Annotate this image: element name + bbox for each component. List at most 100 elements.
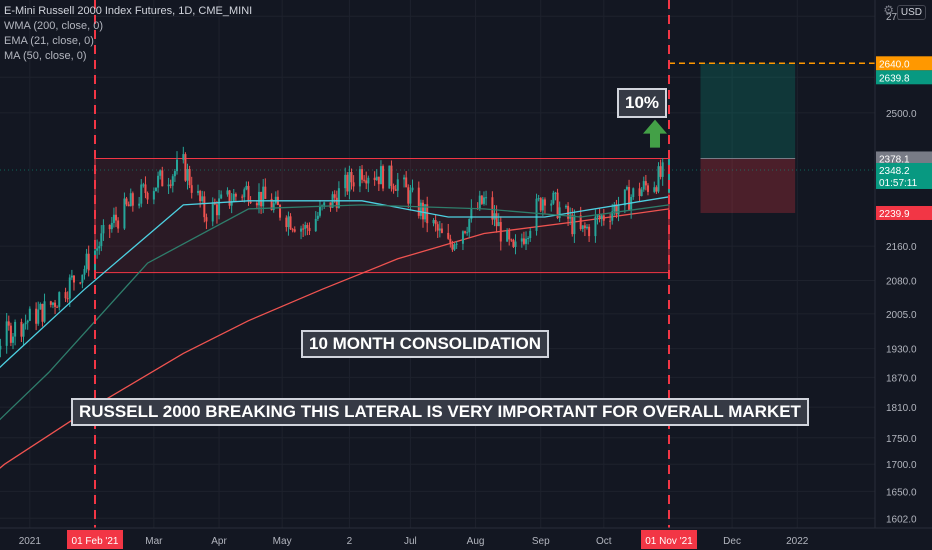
candle-body — [144, 184, 147, 193]
candle-body — [306, 224, 309, 228]
price-badge — [876, 70, 932, 85]
candle-body — [392, 185, 395, 190]
x-tick-label: 01 Nov '21 — [645, 536, 693, 547]
legend-ma[interactable]: MA (50, close, 0) — [4, 50, 87, 62]
price-badge-label: 2348.2 — [879, 166, 910, 177]
legend-title: E-Mini Russell 2000 Index Futures, 1D, C… — [4, 5, 253, 17]
candle-body — [556, 192, 559, 219]
candle-body — [83, 268, 86, 275]
candle-body — [218, 198, 221, 216]
candle-body — [405, 177, 408, 188]
candle-body — [432, 219, 435, 224]
candle-body — [108, 224, 111, 230]
candle-body — [529, 230, 532, 239]
candle-body — [388, 165, 391, 189]
candle-body — [491, 197, 494, 220]
price-badge-sublabel: 01:57:11 — [879, 178, 918, 189]
price-badge — [876, 205, 932, 220]
candle-body — [550, 203, 553, 206]
candle-body — [112, 214, 115, 223]
candle-body — [28, 308, 31, 321]
candle-body — [203, 196, 206, 218]
legend-wma[interactable]: WMA (200, close, 0) — [4, 20, 104, 32]
candle-body — [583, 225, 586, 229]
wma-line — [0, 208, 670, 469]
candle-body — [232, 193, 235, 202]
candle-body — [632, 188, 635, 197]
candle-body — [348, 172, 351, 192]
candle-body — [270, 198, 273, 211]
candle-body — [344, 174, 347, 189]
candle-body — [72, 275, 75, 283]
candle-body — [234, 193, 237, 197]
candle-body — [7, 321, 10, 326]
candle-body — [35, 308, 38, 324]
candle-body — [291, 229, 294, 231]
candle-body — [554, 192, 557, 194]
candle-body — [644, 181, 647, 186]
candle-body — [558, 207, 561, 219]
price-badge-label: 2378.1 — [879, 154, 910, 165]
candle-body — [241, 196, 244, 198]
candle-body — [308, 227, 311, 232]
candle-body — [358, 169, 361, 187]
gear-icon[interactable]: ⚙ — [883, 3, 894, 17]
candle-body — [197, 191, 200, 193]
candle-body — [37, 309, 40, 324]
consolidation-annotation[interactable]: 10 MONTH CONSOLIDATION — [301, 330, 550, 358]
candle-body — [482, 197, 485, 204]
x-tick-label: Jul — [404, 536, 417, 547]
candle-body — [434, 219, 437, 225]
y-tick-label: 2080.0 — [886, 276, 917, 287]
candle-body — [314, 218, 317, 232]
candle-body — [85, 253, 88, 269]
candle-body — [169, 184, 172, 186]
candle-body — [417, 187, 420, 216]
y-tick-label: 1650.0 — [886, 487, 917, 498]
candle-body — [642, 181, 645, 190]
candle-body — [655, 187, 658, 192]
note-annotation[interactable]: RUSSELL 2000 BREAKING THIS LATERAL IS VE… — [71, 398, 809, 426]
candle-body — [199, 191, 202, 202]
candle-body — [140, 184, 143, 204]
candle-body — [26, 320, 29, 323]
candle-body — [138, 203, 141, 206]
percent-annotation[interactable]: 10% — [617, 88, 668, 118]
candle-body — [411, 187, 414, 191]
price-axis — [875, 0, 932, 550]
y-tick-label: 1870.0 — [886, 373, 917, 384]
candle-body — [440, 228, 443, 233]
candle-body — [337, 188, 340, 208]
price-badge — [876, 151, 932, 166]
candle-body — [537, 198, 540, 200]
x-tick-label: Apr — [211, 536, 227, 547]
currency-button[interactable]: USD — [896, 5, 926, 20]
candle-body — [129, 193, 132, 207]
ema-path — [0, 196, 670, 369]
price-badge-label: 2239.9 — [879, 209, 910, 220]
loss-zone — [700, 158, 796, 213]
x-tick-highlight — [641, 530, 697, 549]
candle-body — [182, 154, 185, 160]
candle-body — [365, 180, 368, 184]
candle-body — [100, 233, 103, 247]
candle-body — [110, 222, 113, 230]
candle-body — [409, 190, 412, 204]
candle-body — [272, 203, 275, 211]
candle-body — [56, 306, 59, 308]
candle-body — [176, 159, 178, 172]
candle-body — [382, 166, 385, 189]
legend-ema[interactable]: EMA (21, close, 0) — [4, 35, 94, 47]
candle-body — [211, 202, 214, 222]
candle-body — [58, 292, 61, 307]
y-tick-label: 2160.0 — [886, 242, 917, 253]
candle-body — [350, 172, 353, 183]
candle-body — [464, 231, 467, 233]
candle-body — [171, 176, 174, 186]
candle-body — [514, 241, 517, 247]
y-tick-label: 1750.0 — [886, 434, 917, 445]
candle-body — [302, 228, 305, 230]
